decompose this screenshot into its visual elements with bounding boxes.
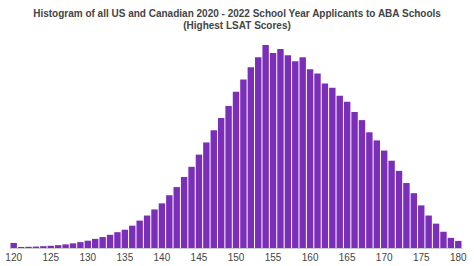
svg-text:135: 135 xyxy=(117,252,134,263)
svg-text:125: 125 xyxy=(42,252,59,263)
svg-text:165: 165 xyxy=(339,252,356,263)
svg-text:180: 180 xyxy=(450,252,467,263)
svg-text:160: 160 xyxy=(302,252,319,263)
svg-text:140: 140 xyxy=(154,252,171,263)
svg-text:155: 155 xyxy=(265,252,282,263)
svg-text:Histogram of all US and Canadi: Histogram of all US and Canadian 2020 - … xyxy=(33,8,441,19)
svg-text:175: 175 xyxy=(413,252,430,263)
svg-text:130: 130 xyxy=(79,252,96,263)
svg-text:(Highest LSAT Scores): (Highest LSAT Scores) xyxy=(183,20,291,31)
svg-text:150: 150 xyxy=(228,252,245,263)
svg-text:120: 120 xyxy=(5,252,22,263)
svg-text:170: 170 xyxy=(376,252,393,263)
svg-text:145: 145 xyxy=(191,252,208,263)
